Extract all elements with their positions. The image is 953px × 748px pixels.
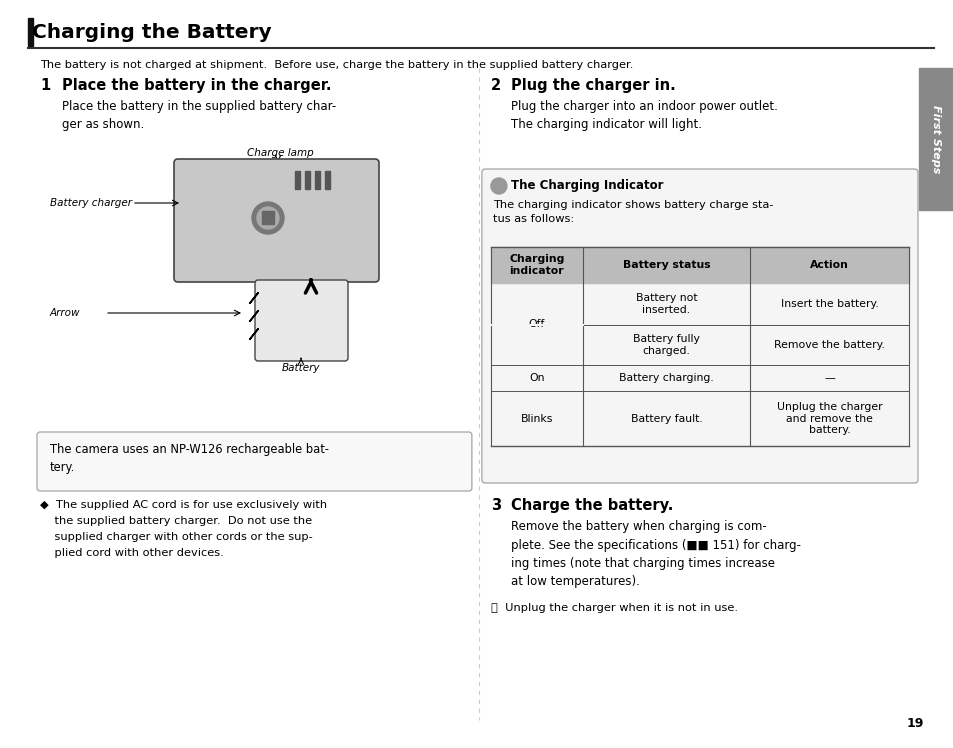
Text: Plug the charger into an indoor power outlet.
The charging indicator will light.: Plug the charger into an indoor power ou… bbox=[511, 100, 777, 131]
Circle shape bbox=[256, 207, 278, 229]
Text: Battery charger: Battery charger bbox=[50, 198, 132, 208]
Text: Blinks: Blinks bbox=[520, 414, 553, 423]
Text: Battery not
inserted.: Battery not inserted. bbox=[635, 293, 697, 315]
Text: ◆  The supplied AC cord is for use exclusively with: ◆ The supplied AC cord is for use exclus… bbox=[40, 500, 327, 510]
Text: The camera uses an NP-W126 rechargeable bat-
tery.: The camera uses an NP-W126 rechargeable … bbox=[50, 443, 329, 474]
Text: The Charging Indicator: The Charging Indicator bbox=[511, 179, 662, 192]
Text: Battery fault.: Battery fault. bbox=[630, 414, 701, 423]
Text: Charging
indicator: Charging indicator bbox=[509, 254, 564, 276]
FancyBboxPatch shape bbox=[254, 280, 348, 361]
Text: 1: 1 bbox=[40, 78, 51, 93]
Text: Battery status: Battery status bbox=[622, 260, 710, 270]
Text: First Steps: First Steps bbox=[930, 105, 940, 174]
Text: Insert the battery.: Insert the battery. bbox=[780, 299, 878, 309]
Text: Off: Off bbox=[528, 319, 544, 329]
Text: Charge lamp: Charge lamp bbox=[247, 148, 313, 158]
Text: Action: Action bbox=[809, 260, 848, 270]
Bar bbox=[262, 211, 274, 224]
Bar bbox=[314, 171, 319, 189]
Text: supplied charger with other cords or the sup-: supplied charger with other cords or the… bbox=[40, 532, 313, 542]
Text: On: On bbox=[529, 373, 544, 383]
Text: Remove the battery when charging is com-
plete. See the specifications (■■ 151) : Remove the battery when charging is com-… bbox=[511, 520, 801, 589]
Text: Place the battery in the charger.: Place the battery in the charger. bbox=[62, 78, 331, 93]
Text: Battery charging.: Battery charging. bbox=[618, 373, 713, 383]
Text: The charging indicator shows battery charge sta-
tus as follows:: The charging indicator shows battery cha… bbox=[493, 200, 773, 224]
Bar bbox=[491, 247, 908, 283]
Text: ⓘ  Unplug the charger when it is not in use.: ⓘ Unplug the charger when it is not in u… bbox=[491, 603, 737, 613]
Text: The battery is not charged at shipment.  Before use, charge the battery in the s: The battery is not charged at shipment. … bbox=[40, 60, 633, 70]
Bar bbox=[918, 68, 953, 210]
Text: —: — bbox=[823, 373, 834, 383]
Text: 3: 3 bbox=[491, 498, 500, 513]
Text: Charging the Battery: Charging the Battery bbox=[32, 22, 272, 41]
FancyBboxPatch shape bbox=[37, 432, 472, 491]
Text: Remove the battery.: Remove the battery. bbox=[773, 340, 884, 350]
Bar bbox=[294, 171, 299, 189]
Bar bbox=[325, 171, 330, 189]
Bar bbox=[305, 171, 310, 189]
Text: Plug the charger in.: Plug the charger in. bbox=[511, 78, 675, 93]
Text: Battery fully
charged.: Battery fully charged. bbox=[633, 334, 700, 356]
Circle shape bbox=[491, 178, 506, 194]
FancyBboxPatch shape bbox=[173, 159, 378, 282]
Text: the supplied battery charger.  Do not use the: the supplied battery charger. Do not use… bbox=[40, 516, 312, 526]
Text: plied cord with other devices.: plied cord with other devices. bbox=[40, 548, 224, 558]
Text: 19: 19 bbox=[905, 717, 923, 730]
Text: Arrow: Arrow bbox=[50, 308, 80, 318]
Bar bbox=[28, 18, 33, 46]
Circle shape bbox=[252, 202, 284, 234]
Text: Place the battery in the supplied battery char-
ger as shown.: Place the battery in the supplied batter… bbox=[62, 100, 335, 131]
FancyBboxPatch shape bbox=[481, 169, 917, 483]
Text: Battery: Battery bbox=[281, 363, 320, 373]
Text: 2: 2 bbox=[491, 78, 500, 93]
Text: Unplug the charger
and remove the
battery.: Unplug the charger and remove the batter… bbox=[776, 402, 882, 435]
Text: Charge the battery.: Charge the battery. bbox=[511, 498, 673, 513]
